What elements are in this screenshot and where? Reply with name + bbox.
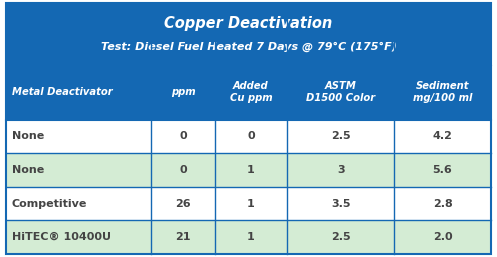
Text: 3.5: 3.5 (331, 199, 350, 209)
Text: Copper Deactivation: Copper Deactivation (165, 16, 332, 31)
Text: 21: 21 (175, 232, 191, 242)
Text: 2.5: 2.5 (331, 232, 350, 242)
Bar (6, 120, 491, 153)
Text: 0: 0 (179, 132, 187, 142)
Text: None: None (12, 132, 44, 142)
Text: 5.6: 5.6 (433, 165, 452, 175)
Text: 4.2: 4.2 (432, 132, 452, 142)
Bar (6, 187, 491, 220)
Text: HiTEC® 10400U: HiTEC® 10400U (12, 232, 111, 242)
Text: Competitive: Competitive (12, 199, 87, 209)
Text: 3: 3 (337, 165, 344, 175)
Text: Metal Deactivator: Metal Deactivator (12, 87, 112, 97)
Text: 1: 1 (247, 165, 255, 175)
Text: Test: Diesel Fuel Heated 7 Days @ 79°C (175°F): Test: Diesel Fuel Heated 7 Days @ 79°C (… (100, 41, 397, 52)
Text: 0: 0 (179, 165, 187, 175)
Text: Added
Cu ppm: Added Cu ppm (230, 81, 272, 103)
Bar (6, 3, 491, 65)
Text: 0: 0 (247, 132, 255, 142)
Text: 26: 26 (175, 199, 191, 209)
Text: None: None (12, 165, 44, 175)
Text: 2.5: 2.5 (331, 132, 350, 142)
Text: 1: 1 (247, 199, 255, 209)
Text: Sediment
mg/100 ml: Sediment mg/100 ml (413, 81, 472, 103)
Text: 2.8: 2.8 (433, 199, 452, 209)
Text: ppm: ppm (170, 87, 195, 97)
Bar (6, 65, 491, 120)
Text: 1: 1 (247, 232, 255, 242)
Bar (6, 153, 491, 187)
Text: 2.0: 2.0 (433, 232, 452, 242)
Text: ASTM
D1500 Color: ASTM D1500 Color (306, 81, 375, 103)
Bar (6, 220, 491, 254)
